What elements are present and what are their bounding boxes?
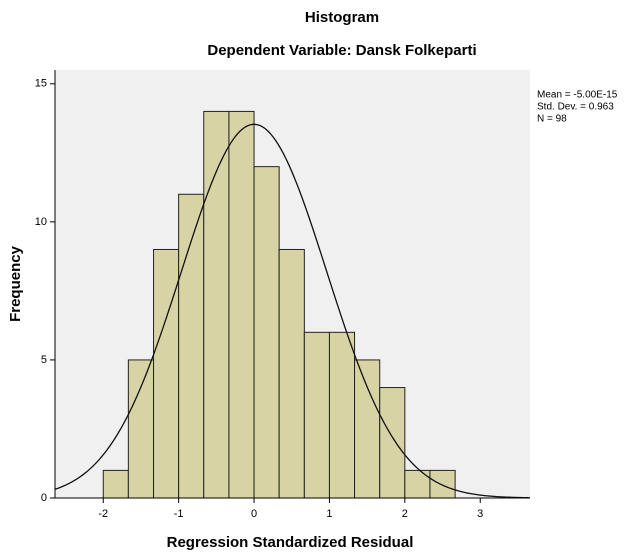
bar [178, 193, 205, 499]
x-tick-label: -1 [174, 508, 184, 520]
bar [102, 469, 129, 499]
bar [253, 166, 280, 499]
x-tick-label: 2 [402, 508, 408, 520]
x-tick-label: 3 [477, 508, 483, 520]
bar [278, 248, 305, 499]
stat-label: Mean = -5.00E-15 [537, 90, 618, 101]
bar [429, 469, 456, 499]
chart-title: Histogram [305, 9, 379, 26]
bar [228, 110, 255, 499]
bar [404, 469, 431, 499]
x-tick-label: -2 [98, 508, 108, 520]
x-axis-label: Regression Standardized Residual [167, 534, 414, 551]
stat-label: Std. Dev. = 0.963 [537, 102, 614, 113]
x-tick-label: 0 [251, 508, 257, 520]
chart-subtitle: Dependent Variable: Dansk Folkeparti [207, 42, 476, 59]
normal-curve [54, 123, 531, 499]
bar [354, 359, 381, 499]
bar [328, 331, 356, 499]
y-tick-label: 15 [35, 78, 47, 90]
y-axis-label: Frequency [7, 245, 24, 322]
y-tick-label: 10 [35, 216, 47, 228]
bar [303, 331, 330, 499]
y-tick-label: 0 [41, 492, 47, 504]
x-tick-label: 1 [326, 508, 332, 520]
stat-label: N = 98 [537, 114, 567, 125]
bar [153, 248, 180, 499]
y-tick-label: 5 [41, 354, 47, 366]
bar [379, 387, 406, 499]
bar [203, 110, 230, 499]
bar [127, 359, 155, 499]
